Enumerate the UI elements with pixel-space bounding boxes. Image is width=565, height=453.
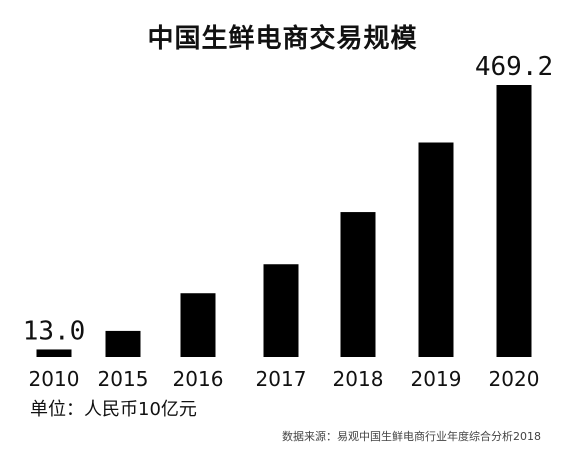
x-tick-label: 2018 [333, 367, 384, 391]
bar-2010 [36, 349, 72, 357]
x-tick-label: 2015 [98, 367, 149, 391]
source-label: 数据来源：易观中国生鲜电商行业年度综合分析2018 [282, 430, 541, 443]
x-tick-label: 2019 [411, 367, 462, 391]
x-tick-label: 2016 [173, 367, 224, 391]
x-tick-label: 2020 [489, 367, 540, 391]
bar-2018 [340, 212, 376, 357]
bar-2020 [496, 85, 532, 357]
data-label: 13.0 [23, 316, 86, 346]
data-label: 469.2 [475, 52, 553, 82]
x-tick-label: 2017 [256, 367, 307, 391]
x-tick-label: 2010 [29, 367, 80, 391]
chart-title: 中国生鲜电商交易规模 [147, 24, 418, 54]
bar-2015 [105, 330, 141, 357]
unit-label: 单位：人民币10亿元 [30, 399, 197, 420]
bar-2016 [180, 293, 216, 357]
bar-2017 [263, 264, 299, 357]
bar-2019 [418, 142, 454, 357]
